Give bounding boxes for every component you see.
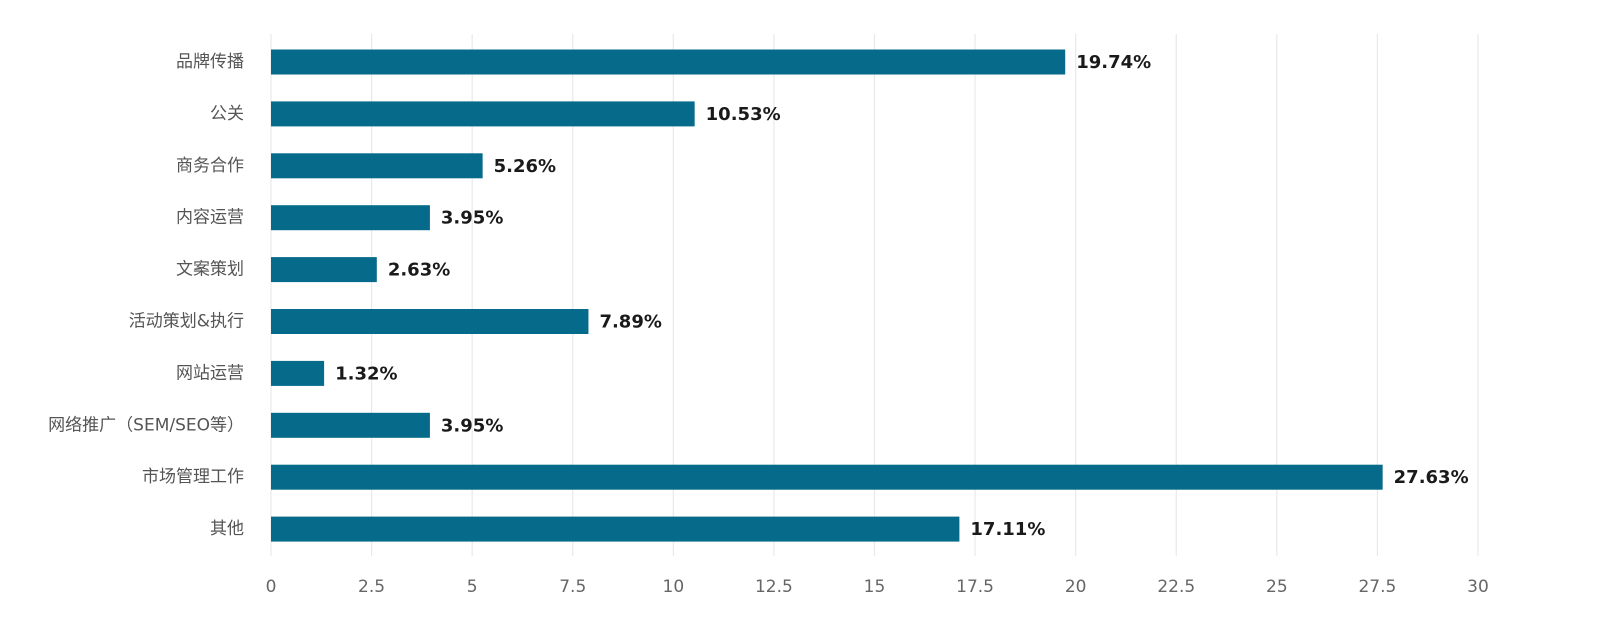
category-label: 公关 xyxy=(210,104,244,124)
category-label: 品牌传播 xyxy=(176,52,244,72)
x-tick-label: 20 xyxy=(1065,577,1087,597)
category-label: 网站运营 xyxy=(176,363,244,383)
bar xyxy=(271,257,377,283)
data-label: 10.53% xyxy=(706,104,781,125)
x-tick-label: 17.5 xyxy=(956,577,994,597)
category-label: 文案策划 xyxy=(176,260,244,280)
bar xyxy=(271,101,695,127)
category-label: 网络推广（SEM/SEO等） xyxy=(48,415,244,435)
category-label: 活动策划&执行 xyxy=(129,312,244,332)
bar xyxy=(271,153,483,179)
bar xyxy=(271,49,1066,75)
x-tick-label: 7.5 xyxy=(559,577,586,597)
bar xyxy=(271,516,960,542)
data-label: 7.89% xyxy=(599,312,661,333)
x-tick-label: 15 xyxy=(864,577,886,597)
category-label: 内容运营 xyxy=(176,208,244,228)
bar xyxy=(271,205,430,231)
data-label: 3.95% xyxy=(441,208,503,229)
bar xyxy=(271,360,325,386)
data-label: 17.11% xyxy=(970,519,1045,540)
category-label: 商务合作 xyxy=(176,156,244,176)
category-label: 市场管理工作 xyxy=(142,467,244,487)
data-labels: 19.74% 10.53% 5.26% 3.95% 2.63% 7.89% 1.32% 3.9… xyxy=(335,52,1469,540)
x-tick-label: 12.5 xyxy=(755,577,793,597)
data-label: 5.26% xyxy=(494,156,556,177)
data-label: 19.74% xyxy=(1076,52,1151,73)
x-tick-label: 0 xyxy=(266,577,277,597)
category-labels: 品牌传播公关商务合作内容运营文案策划活动策划&执行网站运营网络推广（SEM/SE… xyxy=(48,52,244,539)
bar xyxy=(271,412,430,438)
x-tick-label: 25 xyxy=(1266,577,1288,597)
x-tick-label: 22.5 xyxy=(1157,577,1195,597)
x-tick-label: 5 xyxy=(467,577,478,597)
x-axis-tick-labels: 0 2.5 5 7.5 10 12.5 15 17.5 20 22.5 25 27.5 30 xyxy=(266,577,1489,597)
data-label: 1.32% xyxy=(335,363,397,384)
x-tick-label: 2.5 xyxy=(358,577,385,597)
data-label: 27.63% xyxy=(1394,467,1469,488)
x-tick-label: 10 xyxy=(663,577,685,597)
data-label: 3.95% xyxy=(441,415,503,436)
x-tick-label: 30 xyxy=(1467,577,1489,597)
bar xyxy=(271,464,1383,490)
category-label: 其他 xyxy=(210,519,244,539)
bars xyxy=(271,49,1383,542)
bar xyxy=(271,309,589,334)
data-label: 2.63% xyxy=(388,260,450,281)
x-tick-label: 27.5 xyxy=(1358,577,1396,597)
